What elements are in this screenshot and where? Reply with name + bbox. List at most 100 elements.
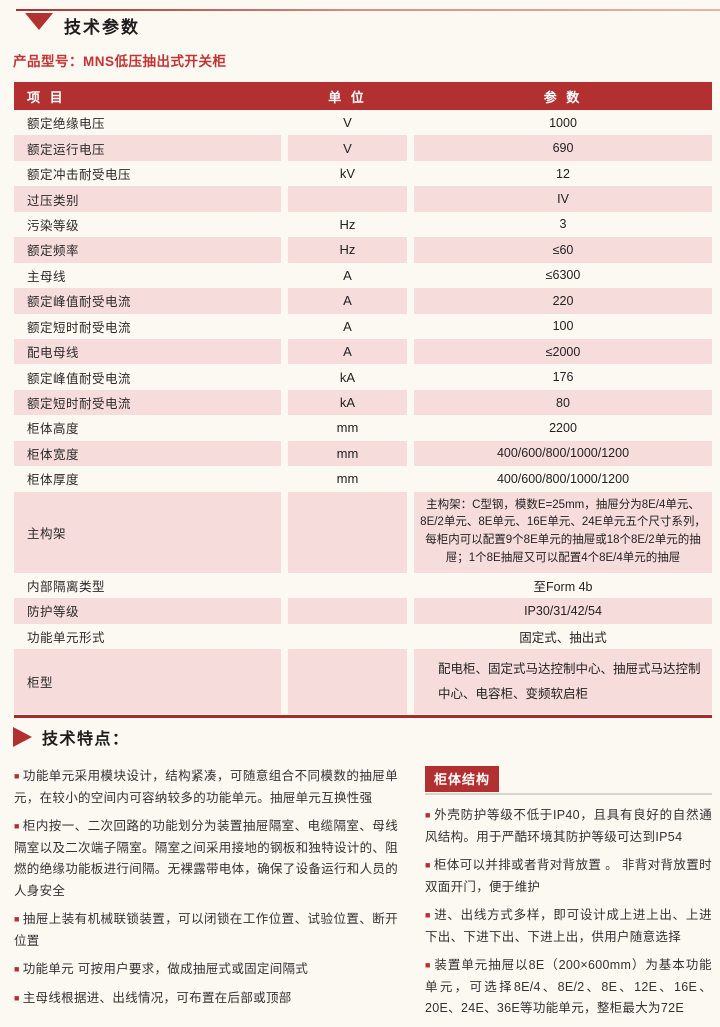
table-row: 污染等级 Hz 3 <box>14 212 712 237</box>
bullet-square-icon: ■ <box>425 960 432 970</box>
row-value: 2200 <box>549 420 577 435</box>
cabinet-structure-item: ■ 装置单元抽屉以8E（200×600mm）为基本功能单元，可选择8E/4、8E/… <box>425 958 712 1015</box>
row-label: 额定绝缘电压 <box>27 117 106 132</box>
row-value: ≤2000 <box>414 338 712 365</box>
row-unit <box>288 649 407 714</box>
cabinet-structure-badge: 柜体结构 <box>425 766 500 792</box>
table-row: 额定短时耐受电流 kA 80 <box>14 389 712 416</box>
table-row: 额定短时耐受电流 A 100 <box>14 314 712 339</box>
row-unit: mm <box>336 471 359 487</box>
table-row: 额定绝缘电压 V 1000 <box>14 110 712 135</box>
row-unit: A <box>288 338 407 365</box>
row-label: 过压类别 <box>14 186 281 212</box>
row-value: 690 <box>414 135 712 161</box>
row-unit: A <box>343 267 352 283</box>
row-label: 额定短时耐受电流 <box>14 389 281 416</box>
cabinet-structure-list: ■ 外壳防护等级不低于IP40，且具有良好的自然通风结构。用于严酷环境其防护等级可… <box>425 805 712 1020</box>
bullet-square-icon: ■ <box>425 810 432 820</box>
product-model: 产品型号：MNS低压抽出式开关柜 <box>13 54 227 69</box>
bullet-square-icon: ■ <box>14 992 20 1003</box>
bullet-square-icon: ■ <box>14 821 20 831</box>
cabinet-structure-underline <box>425 793 712 795</box>
table-row: 柜体厚度 mm 400/600/800/1000/1200 <box>14 466 712 491</box>
table-row: 柜体宽度 mm 400/600/800/1000/1200 <box>14 440 712 467</box>
features-left-column: ■ 功能单元采用模块设计，结构紧凑，可随意组合不同模数的抽屉单元，在较小的空间内可… <box>14 766 398 1027</box>
row-label: 污染等级 <box>27 218 80 233</box>
feature-item: ■ 主母线根据进、出线情况，可布置在后部或顶部 <box>14 990 292 1005</box>
bullet-square-icon: ■ <box>14 914 20 924</box>
table-row: 额定频率 Hz ≤60 <box>14 237 712 263</box>
row-value: 12 <box>556 166 570 181</box>
row-value: 固定式、抽出式 <box>519 630 607 645</box>
bullet-square-icon: ■ <box>425 860 431 870</box>
features-left-list: ■ 功能单元采用模块设计，结构紧凑，可随意组合不同模数的抽屉单元，在较小的空间内可… <box>14 766 398 1009</box>
row-value: ≤60 <box>414 237 712 263</box>
feature-item: ■ 柜内按一、二次回路的功能划分为装置抽屉隔室、电缆隔室、母线隔室以及二次端子隔室… <box>14 819 399 898</box>
bullet-square-icon: ■ <box>14 771 20 781</box>
cabinet-structure-item: ■ 柜体可以并排或者背对背放置 。 非背对背放置时双面开门，便于维护 <box>425 858 712 894</box>
header-rule <box>16 9 720 11</box>
feature-item: ■ 抽屉上装有机械联锁装置，可以闭锁在工作位置、试验位置、断开位置 <box>14 912 398 948</box>
feature-item: ■ 功能单元采用模块设计，结构紧凑，可随意组合不同模数的抽屉单元，在较小的空间内可… <box>14 769 398 805</box>
row-unit: mm <box>336 420 359 436</box>
cabinet-structure-panel: 柜体结构 ■ 外壳防护等级不低于IP40，且具有良好的自然通风结构。用于严酷环境其… <box>425 766 712 1027</box>
row-unit: A <box>343 318 352 334</box>
row-label: 额定频率 <box>14 237 281 263</box>
row-unit: V <box>343 115 352 131</box>
section-triangle-icon <box>25 13 53 30</box>
table-row: 功能单元形式 固定式、抽出式 <box>14 624 712 649</box>
row-value: 配电柜、固定式马达控制中心、抽屉式马达控制中心、电容柜、变频软启柜 <box>414 649 712 714</box>
row-unit <box>288 598 407 624</box>
row-value: IV <box>414 186 712 212</box>
spec-table: 项 目 单 位 参 数 额定绝缘电压 V 1000 额定运行电压 V 690 额定冲击耐受电… <box>14 82 712 718</box>
table-row: 主母线 A ≤6300 <box>14 263 712 288</box>
row-unit: Hz <box>288 237 407 263</box>
row-label: 额定峰值耐受电流 <box>27 371 132 386</box>
row-label: 额定运行电压 <box>14 135 281 161</box>
row-label: 防护等级 <box>14 598 281 624</box>
row-label: 功能单元形式 <box>27 630 106 645</box>
row-value: ≤6300 <box>545 268 581 283</box>
features-columns: ■ 功能单元采用模块设计，结构紧凑，可随意组合不同模数的抽屉单元，在较小的空间内可… <box>14 766 712 1027</box>
row-value: 主构架：C型钢，模数E=25mm，抽屉分为8E/4单元、8E/2单元、8E单元、… <box>414 491 712 573</box>
row-label: 柜型 <box>14 649 281 714</box>
features-triangle-icon <box>13 727 32 747</box>
row-label: 主母线 <box>27 269 67 284</box>
row-value: 400/600/800/1000/1200 <box>496 471 630 486</box>
cabinet-structure-item: ■ 进、出线方式多样，即可设计成上进上出、上进下出、下进下出、下进上出，供用户随意… <box>425 908 712 944</box>
table-row: 防护等级 IP30/31/42/54 <box>14 598 712 624</box>
table-body: 额定绝缘电压 V 1000 额定运行电压 V 690 额定冲击耐受电压 kV 12 过压类别 IV 污… <box>14 110 712 714</box>
bullet-square-icon: ■ <box>14 964 20 974</box>
table-bottom-border <box>14 714 712 718</box>
row-value: 400/600/800/1000/1200 <box>414 440 712 467</box>
table-row: 柜型 配电柜、固定式马达控制中心、抽屉式马达控制中心、电容柜、变频软启柜 <box>14 649 712 714</box>
table-row: 额定冲击耐受电压 kV 12 <box>14 161 712 186</box>
col-header-unit: 单 位 <box>328 89 367 105</box>
row-value: 1000 <box>549 115 577 130</box>
row-label: 配电母线 <box>14 338 281 365</box>
table-header-row: 项 目 单 位 参 数 <box>14 82 712 110</box>
table-row: 柜体高度 mm 2200 <box>14 415 712 440</box>
row-label: 额定短时耐受电流 <box>27 320 132 335</box>
feature-item: ■ 功能单元 可按用户要求，做成抽屉式或固定间隔式 <box>14 962 309 976</box>
row-label: 额定冲击耐受电压 <box>27 168 132 183</box>
row-unit: Hz <box>339 216 356 232</box>
row-label: 柜体厚度 <box>27 473 80 488</box>
row-label: 主构架 <box>14 491 281 573</box>
table-row: 额定运行电压 V 690 <box>14 135 712 161</box>
row-unit: mm <box>288 440 407 467</box>
cabinet-structure-item: ■ 外壳防护等级不低于IP40，且具有良好的自然通风结构。用于严酷环境其防护等级可… <box>425 808 712 844</box>
row-label: 内部隔离类型 <box>27 580 106 595</box>
row-label: 柜体高度 <box>27 422 80 437</box>
row-unit: kV <box>339 166 356 182</box>
row-value: 176 <box>552 370 574 385</box>
row-unit <box>288 186 407 212</box>
row-unit: A <box>288 288 407 314</box>
row-unit <box>288 491 407 573</box>
row-value: 220 <box>414 288 712 314</box>
row-unit: kA <box>339 369 356 385</box>
col-header-item: 项 目 <box>27 89 66 105</box>
row-label: 柜体宽度 <box>14 440 281 467</box>
row-value: 至Form 4b <box>533 580 593 595</box>
bullet-square-icon: ■ <box>425 910 432 920</box>
